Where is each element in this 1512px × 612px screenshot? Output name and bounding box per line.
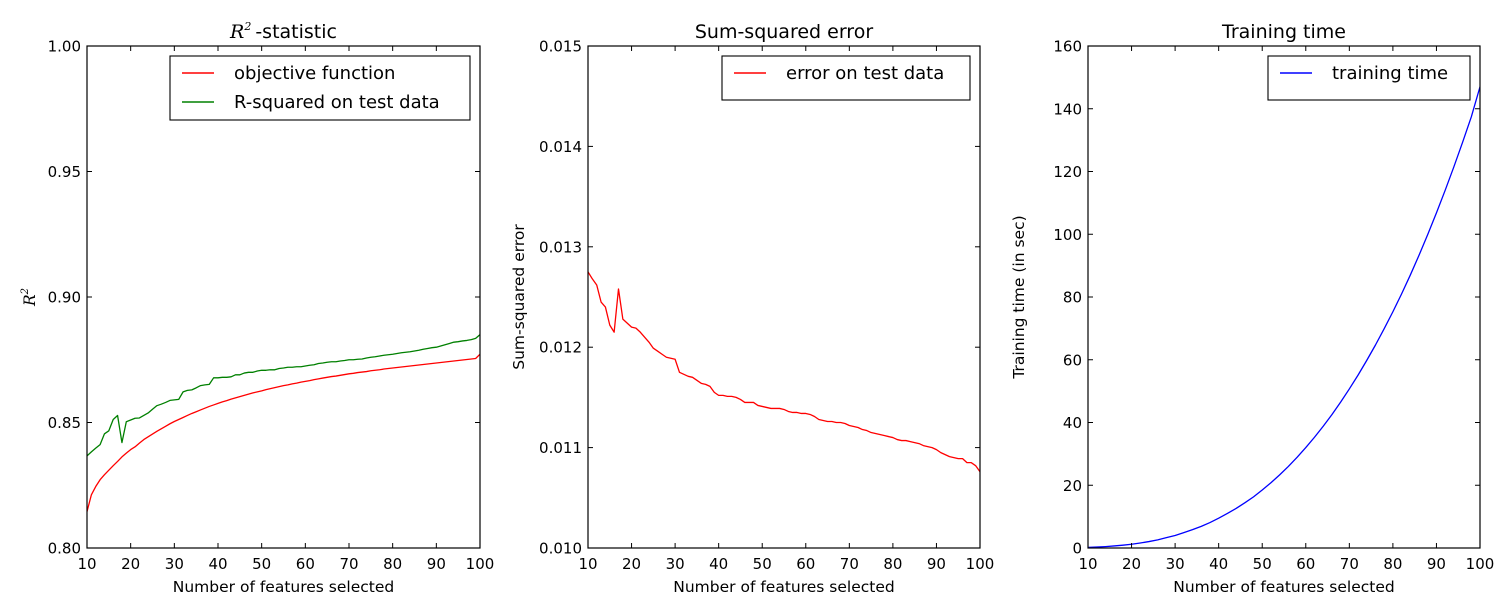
x-tick-label: 100 <box>966 555 995 573</box>
legend: objective function R-squared on test data <box>169 55 471 121</box>
y-tick-label: 0.80 <box>48 540 81 558</box>
series-line-objective-function <box>87 353 480 512</box>
x-tick-label: 30 <box>165 555 184 573</box>
y-tick-label: 140 <box>1053 100 1082 118</box>
x-tick-label: 90 <box>927 555 946 573</box>
x-tick-label: 70 <box>1340 555 1359 573</box>
y-tick-label: 0 <box>1072 540 1082 558</box>
legend-box <box>721 55 971 101</box>
x-tick-label: 50 <box>252 555 271 573</box>
x-tick-label: 20 <box>121 555 140 573</box>
axes-frame <box>86 45 481 549</box>
y-tick-label: 0.010 <box>539 540 582 558</box>
series-line-r-squared-on-test-data <box>87 334 480 457</box>
x-tick-label: 100 <box>466 555 495 573</box>
chart-title: Training time <box>1221 21 1346 43</box>
subplot-2: 10 20 30 40 50 60 70 80 90 100 0.010 0.011 0.012 0.01… <box>510 21 994 596</box>
y-tick-label: 0.014 <box>539 138 582 156</box>
x-axis-label: Number of features selected <box>173 578 394 596</box>
chart-title: Sum-squared error <box>695 21 873 43</box>
x-tick-label: 80 <box>883 555 902 573</box>
x-tick-label: 40 <box>208 555 227 573</box>
y-tick-label: 100 <box>1053 226 1082 244</box>
axes-frame <box>587 45 981 549</box>
legend: training time <box>1267 55 1471 101</box>
legend-box <box>1267 55 1471 101</box>
y-axis-label: Training time (in sec) <box>1010 215 1028 379</box>
x-tick-label: 30 <box>1166 555 1185 573</box>
x-axis-label: Number of features selected <box>673 578 894 596</box>
subplot-3: 10 20 30 40 50 60 70 80 90 100 0 20 40 60 80 100 120 140 1… <box>1010 21 1494 596</box>
y-tick-label: 0.85 <box>48 414 81 432</box>
legend-label: objective function <box>234 63 395 84</box>
x-axis-label: Number of features selected <box>1173 578 1394 596</box>
x-tick-label: 10 <box>578 555 597 573</box>
y-tick-label: 0.011 <box>539 439 582 457</box>
y-tick-label: 0.013 <box>539 238 582 256</box>
legend-label: R-squared on test data <box>234 92 440 113</box>
legend-label: training time <box>1332 63 1448 84</box>
y-tick-label: 0.90 <box>48 289 81 307</box>
y-tick-label: 20 <box>1063 477 1082 495</box>
title-math: R <box>229 21 244 43</box>
x-tick-label: 70 <box>840 555 859 573</box>
series-line-training-time <box>1088 86 1480 548</box>
x-tick-label: 90 <box>427 555 446 573</box>
x-tick-label: 10 <box>77 555 96 573</box>
y-tick-label: 160 <box>1053 38 1082 56</box>
y-tick-label: 60 <box>1063 351 1082 369</box>
x-tick-label: 30 <box>666 555 685 573</box>
subplot-1: 10 20 30 40 50 60 70 80 90 100 0.80 0.85 0.90 0.95 1.0… <box>20 20 494 596</box>
y-axis-label: R2 <box>20 288 39 307</box>
y-tick-label: 0.012 <box>539 339 582 357</box>
legend: error on test data <box>721 55 971 101</box>
x-tick-label: 40 <box>1209 555 1228 573</box>
axes-frame <box>1087 45 1481 549</box>
y-tick-label: 40 <box>1063 414 1082 432</box>
title-superscript: 2 <box>243 20 251 33</box>
x-tick-label: 90 <box>1427 555 1446 573</box>
x-tick-label: 80 <box>1383 555 1402 573</box>
chart-title: R2 -statistic <box>229 20 337 43</box>
title-text: -statistic <box>255 21 337 43</box>
x-tick-label: 60 <box>1296 555 1315 573</box>
x-tick-label: 60 <box>796 555 815 573</box>
x-tick-label: 70 <box>339 555 358 573</box>
legend-label: error on test data <box>786 63 944 84</box>
x-tick-label: 40 <box>709 555 728 573</box>
x-tick-label: 100 <box>1466 555 1495 573</box>
ylabel-superscript: 2 <box>20 288 31 295</box>
y-tick-label: 120 <box>1053 163 1082 181</box>
x-tick-label: 20 <box>1122 555 1141 573</box>
legend-box <box>169 55 471 121</box>
y-tick-label: 80 <box>1063 289 1082 307</box>
y-axis-label: Sum-squared error <box>510 224 528 370</box>
x-tick-label: 60 <box>296 555 315 573</box>
x-tick-label: 50 <box>1253 555 1272 573</box>
series-line-error-on-test-data <box>588 271 980 473</box>
y-tick-label: 0.95 <box>48 163 81 181</box>
x-tick-label: 80 <box>383 555 402 573</box>
y-tick-label: 1.00 <box>48 38 81 56</box>
x-tick-label: 20 <box>622 555 641 573</box>
y-tick-label: 0.015 <box>539 38 582 56</box>
ylabel-math: R <box>21 294 39 307</box>
x-tick-label: 50 <box>753 555 772 573</box>
x-tick-label: 10 <box>1078 555 1097 573</box>
